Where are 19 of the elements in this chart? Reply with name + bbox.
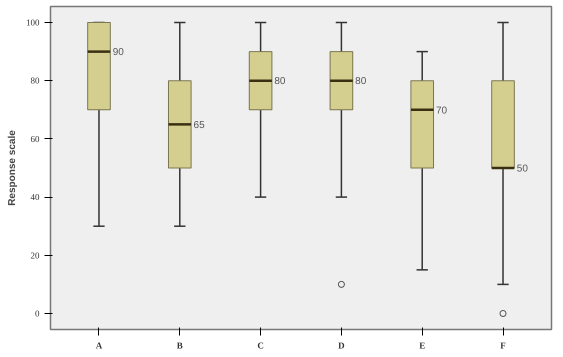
x-tick-label: D <box>338 340 346 350</box>
y-tick-label: 100 <box>26 18 40 28</box>
x-tick-label: F <box>500 340 506 350</box>
y-tick-label: 60 <box>30 134 40 144</box>
x-tick-label: E <box>419 340 426 350</box>
x-tick-label: A <box>96 340 103 350</box>
y-tick-label: 80 <box>30 76 40 86</box>
annotation: 80 <box>355 76 367 88</box>
annotation: 50 <box>516 164 528 174</box>
y-tick-label: 40 <box>30 192 40 202</box>
x-tick-label: B <box>176 340 183 350</box>
y-axis-title: Response scale <box>7 130 18 206</box>
annotation: 70 <box>436 105 448 116</box>
annotation: 80 <box>274 76 286 88</box>
x-tick-label: C <box>257 340 264 350</box>
y-tick-label: 20 <box>30 250 40 260</box>
annotation: 65 <box>194 120 206 131</box>
y-tick-label: 0 <box>35 308 40 318</box>
annotation: 90 <box>112 47 124 58</box>
